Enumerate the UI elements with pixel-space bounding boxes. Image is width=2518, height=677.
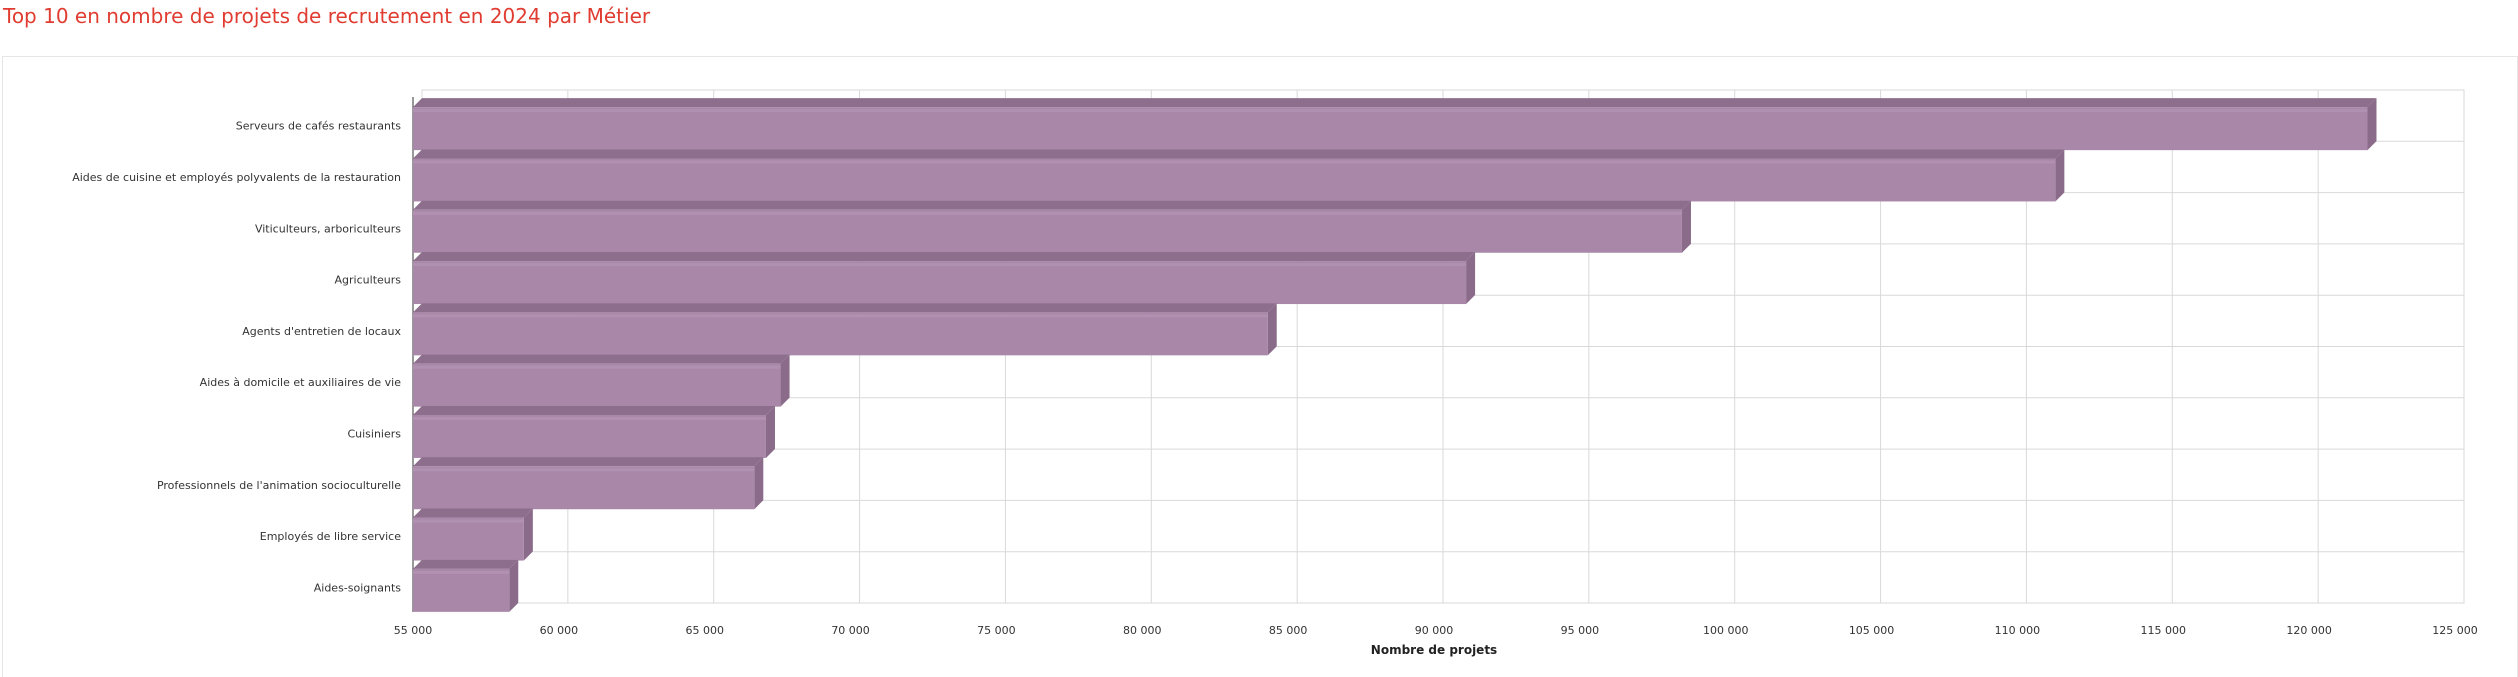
x-tick-label: 85 000 bbox=[1269, 624, 1308, 637]
category-label: Viticulteurs, arboriculteurs bbox=[255, 222, 401, 235]
bar-top-face bbox=[413, 559, 519, 569]
category-label: Aides-soignants bbox=[314, 581, 402, 594]
category-labels: Serveurs de cafés restaurants Aides de cu… bbox=[72, 120, 401, 595]
bar-front-face bbox=[413, 363, 781, 407]
bar-highlight bbox=[413, 314, 1268, 318]
chart-panel: Serveurs de cafés restaurants Aides de cu… bbox=[2, 56, 2518, 677]
bar-top-face bbox=[413, 149, 2065, 159]
bar-highlight bbox=[413, 519, 524, 523]
bar-top-face bbox=[413, 354, 790, 364]
bar-front-face bbox=[413, 414, 766, 458]
x-tick-label: 70 000 bbox=[831, 624, 870, 637]
x-axis-title: Nombre de projets bbox=[1371, 643, 1497, 657]
bar-top-face bbox=[413, 405, 775, 415]
category-label: Serveurs de cafés restaurants bbox=[236, 120, 402, 133]
bar-side-face bbox=[1681, 200, 1691, 253]
bar-side-face bbox=[1466, 252, 1476, 305]
bar-highlight bbox=[413, 416, 766, 420]
bar-front-face bbox=[413, 568, 510, 612]
bar-side-face bbox=[765, 405, 775, 458]
bar bbox=[413, 405, 775, 458]
bar-front-face bbox=[413, 107, 2368, 151]
x-tick-label: 115 000 bbox=[2141, 624, 2187, 637]
category-label: Agriculteurs bbox=[335, 274, 402, 287]
bar-highlight bbox=[413, 570, 510, 574]
bar bbox=[413, 303, 1277, 356]
x-tick-label: 65 000 bbox=[685, 624, 724, 637]
bar-highlight bbox=[413, 263, 1467, 267]
bar-top-face bbox=[413, 303, 1277, 313]
x-tick-label: 120 000 bbox=[2286, 624, 2332, 637]
bar-side-face bbox=[509, 559, 519, 612]
bar-highlight bbox=[413, 365, 781, 369]
x-tick-label: 75 000 bbox=[977, 624, 1016, 637]
bar-side-face bbox=[1267, 303, 1277, 356]
bar bbox=[413, 508, 533, 561]
bar-front-face bbox=[413, 517, 524, 561]
bar-highlight bbox=[413, 109, 2368, 113]
bar bbox=[413, 98, 2377, 151]
bar-top-face bbox=[413, 98, 2377, 108]
x-tick-label: 55 000 bbox=[394, 624, 433, 637]
bar-side-face bbox=[2367, 98, 2377, 151]
x-tick-label: 95 000 bbox=[1561, 624, 1600, 637]
bar bbox=[413, 457, 764, 510]
category-label: Professionnels de l'animation sociocultu… bbox=[157, 479, 401, 492]
category-label: Cuisiniers bbox=[347, 427, 401, 440]
page-title: Top 10 en nombre de projets de recruteme… bbox=[3, 4, 651, 28]
bar bbox=[413, 200, 1691, 253]
bar bbox=[413, 354, 790, 407]
category-label: Employés de libre service bbox=[260, 530, 401, 543]
bar-front-face bbox=[413, 312, 1268, 356]
x-tick-label: 80 000 bbox=[1123, 624, 1162, 637]
x-tick-label: 105 000 bbox=[1849, 624, 1895, 637]
bar-side-face bbox=[754, 457, 764, 510]
bar bbox=[413, 149, 2065, 202]
bars-layer bbox=[413, 98, 2377, 612]
bar bbox=[413, 559, 519, 612]
x-tick-label: 110 000 bbox=[1995, 624, 2041, 637]
bar-highlight bbox=[413, 211, 1682, 215]
x-tick-label: 90 000 bbox=[1415, 624, 1454, 637]
bar-chart: Serveurs de cafés restaurants Aides de cu… bbox=[72, 89, 2478, 657]
category-label: Aides de cuisine et employés polyvalents… bbox=[72, 171, 401, 184]
bar-top-face bbox=[413, 508, 533, 518]
bar bbox=[413, 252, 1476, 305]
x-tick-label: 60 000 bbox=[540, 624, 579, 637]
x-tick-label: 125 000 bbox=[2432, 624, 2478, 637]
bar-top-face bbox=[413, 200, 1691, 210]
bar-front-face bbox=[413, 261, 1467, 305]
bar-front-face bbox=[413, 158, 2056, 202]
bar-front-face bbox=[413, 209, 1682, 253]
category-label: Agents d'entretien de locaux bbox=[242, 325, 401, 338]
bar-side-face bbox=[780, 354, 790, 407]
bar-side-face bbox=[523, 508, 533, 561]
bar-top-face bbox=[413, 457, 764, 467]
bar-top-face bbox=[413, 252, 1476, 262]
bar-highlight bbox=[413, 160, 2056, 164]
x-tick-labels: 55 000 60 000 65 000 70 000 75 000 80 000 85 0… bbox=[394, 624, 2478, 637]
bar-side-face bbox=[2055, 149, 2065, 202]
bar-highlight bbox=[413, 468, 755, 472]
category-label: Aides à domicile et auxiliaires de vie bbox=[200, 376, 402, 389]
x-tick-label: 100 000 bbox=[1703, 624, 1749, 637]
bar-front-face bbox=[413, 466, 755, 510]
